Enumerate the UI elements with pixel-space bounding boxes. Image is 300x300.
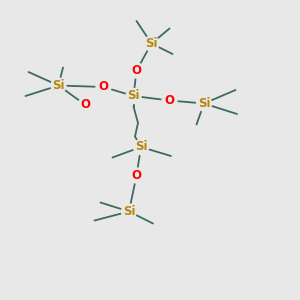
- Circle shape: [51, 78, 66, 93]
- Circle shape: [129, 168, 144, 183]
- Circle shape: [78, 98, 93, 112]
- Circle shape: [162, 93, 177, 108]
- Text: O: O: [80, 98, 91, 112]
- Text: Si: Si: [123, 205, 135, 218]
- Text: O: O: [164, 94, 175, 107]
- Circle shape: [144, 36, 159, 51]
- Circle shape: [126, 88, 141, 104]
- Text: Si: Si: [145, 37, 158, 50]
- Circle shape: [96, 80, 111, 94]
- Text: O: O: [98, 80, 109, 94]
- Text: O: O: [131, 64, 142, 77]
- Circle shape: [122, 204, 136, 219]
- Text: Si: Si: [135, 140, 147, 154]
- Text: O: O: [131, 169, 142, 182]
- Text: Si: Si: [127, 89, 140, 103]
- Circle shape: [134, 140, 148, 154]
- Circle shape: [196, 96, 211, 111]
- Circle shape: [129, 63, 144, 78]
- Text: Si: Si: [52, 79, 65, 92]
- Text: Si: Si: [198, 97, 210, 110]
